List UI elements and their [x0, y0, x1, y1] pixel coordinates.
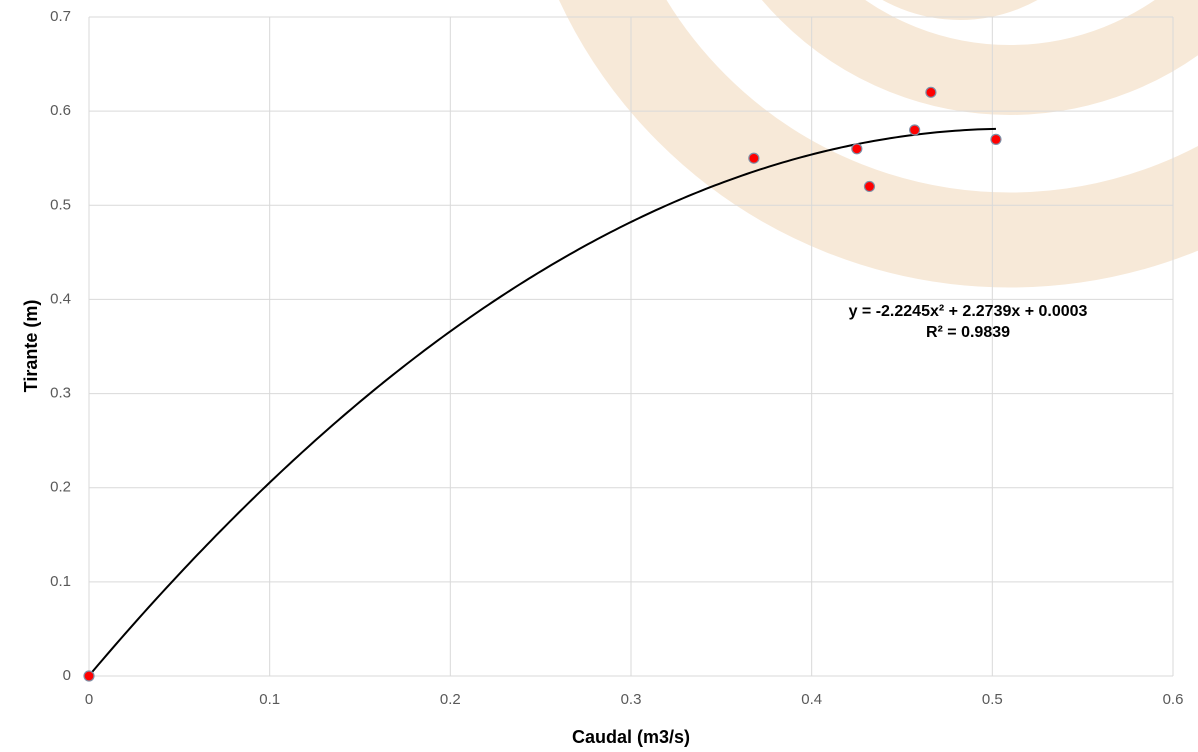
y-tick-label: 0.1 — [50, 573, 71, 590]
data-point — [863, 180, 876, 193]
y-tick-label: 0.7 — [50, 8, 71, 25]
x-tick-label: 0.1 — [259, 691, 280, 708]
x-tick-label: 0.3 — [621, 691, 642, 708]
trendline-r2: R² = 0.9839 — [926, 324, 1010, 341]
y-tick-label: 0.4 — [50, 290, 71, 307]
plot-area: 0 0.1 0.2 0.3 0.4 0.5 0.6 0.7 0 0.1 0.2 0.3 0.4 0.5 0.… — [50, 8, 1183, 708]
y-tick-label: 0.6 — [50, 102, 71, 119]
y-axis-title: Tirante (m) — [21, 300, 41, 393]
data-point — [925, 86, 937, 98]
y-tick-label: 0.5 — [50, 196, 71, 213]
x-tick-label: 0.6 — [1163, 691, 1184, 708]
data-point — [909, 124, 921, 136]
y-tick-label: 0 — [63, 667, 71, 684]
x-tick-label: 0.5 — [982, 691, 1003, 708]
x-tick-label: 0 — [85, 691, 93, 708]
y-tick-label: 0.3 — [50, 385, 71, 402]
x-tick-label: 0.4 — [801, 691, 822, 708]
y-tick-label: 0.2 — [50, 479, 71, 496]
x-tick-label: 0.2 — [440, 691, 461, 708]
data-point — [990, 133, 1002, 145]
x-axis-title: Caudal (m3/s) — [572, 727, 690, 747]
watermark — [559, 0, 1198, 288]
trendline-equation: y = -2.2245x² + 2.2739x + 0.0003 — [849, 303, 1088, 320]
data-point — [851, 143, 863, 155]
trendline — [88, 127, 996, 677]
data-point — [748, 152, 760, 164]
data-point — [83, 670, 95, 682]
